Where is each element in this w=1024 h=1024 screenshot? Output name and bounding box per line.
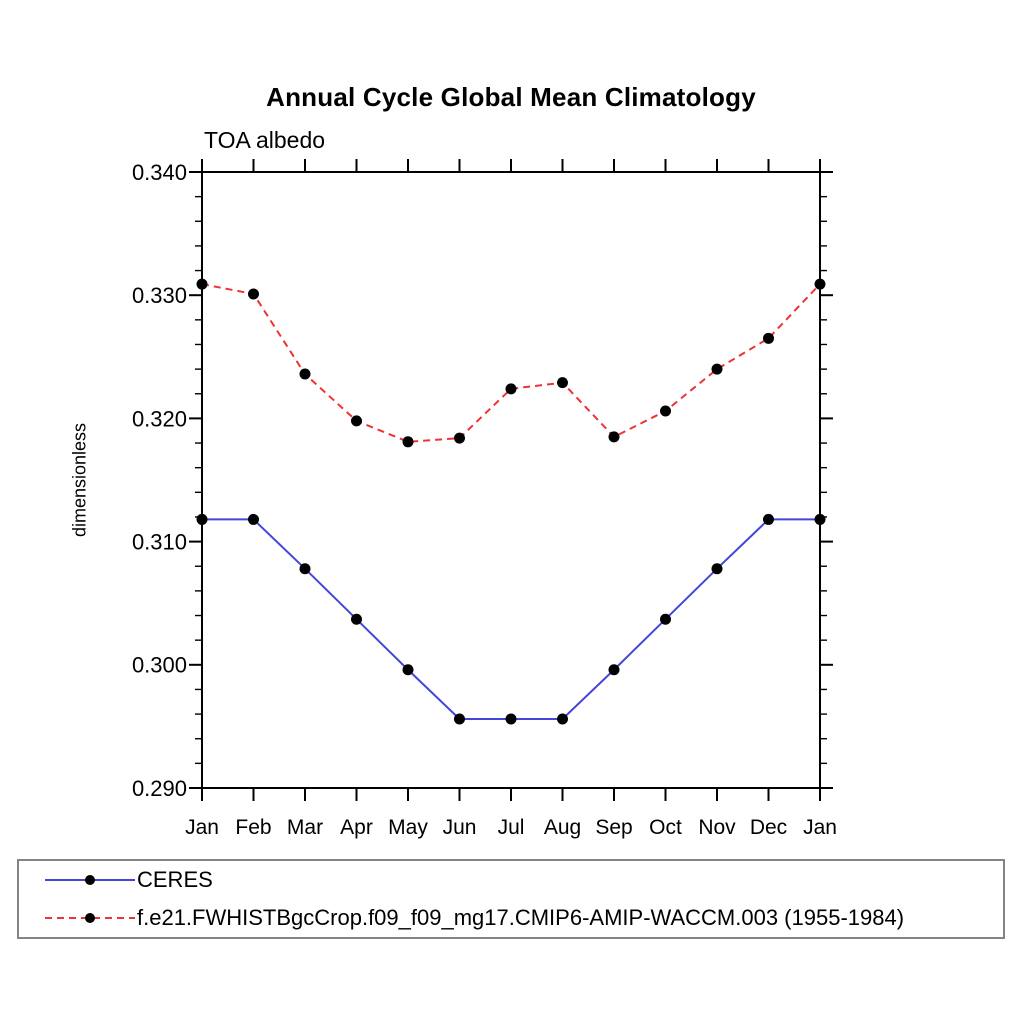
legend-swatch-solid-line [45,875,135,885]
chart-subtitle: TOA albedo [204,127,326,153]
legend-label-ceres: CERES [137,867,213,892]
svg-text:0.310: 0.310 [132,530,187,555]
svg-text:0.340: 0.340 [132,160,187,185]
legend-label-model: f.e21.FWHISTBgcCrop.f09_f09_mg17.CMIP6-A… [137,905,905,930]
legend-item-model: f.e21.FWHISTBgcCrop.f09_f09_mg17.CMIP6-A… [43,902,1003,934]
svg-text:Jan: Jan [803,816,837,839]
plot-area: Jan Feb Mar Apr May Jun Jul Aug Sep Oct Nov Dec Jan 0… [132,159,837,839]
svg-text:Dec: Dec [750,816,787,839]
legend: CERES f.e21.FWHISTBgcCrop.f09_f09_mg17.C… [17,859,1005,939]
svg-text:0.290: 0.290 [132,776,187,801]
legend-marker-icon [85,913,95,923]
legend-marker-icon [85,875,95,885]
svg-text:Jun: Jun [443,816,477,839]
svg-text:0.330: 0.330 [132,283,187,308]
svg-text:Sep: Sep [595,816,632,839]
svg-text:Apr: Apr [340,816,373,839]
svg-text:Aug: Aug [544,816,581,839]
svg-text:0.300: 0.300 [132,653,187,678]
legend-item-ceres: CERES [43,864,1003,896]
svg-text:Oct: Oct [649,816,682,839]
svg-text:Mar: Mar [287,816,323,839]
svg-text:0.320: 0.320 [132,406,187,431]
svg-text:Feb: Feb [235,816,271,839]
svg-text:Jan: Jan [185,816,219,839]
svg-text:Nov: Nov [698,816,736,839]
chart-title: Annual Cycle Global Mean Climatology [266,82,756,112]
legend-swatch-dashed-line [45,913,135,923]
svg-text:Jul: Jul [498,816,525,839]
svg-text:May: May [388,816,428,839]
